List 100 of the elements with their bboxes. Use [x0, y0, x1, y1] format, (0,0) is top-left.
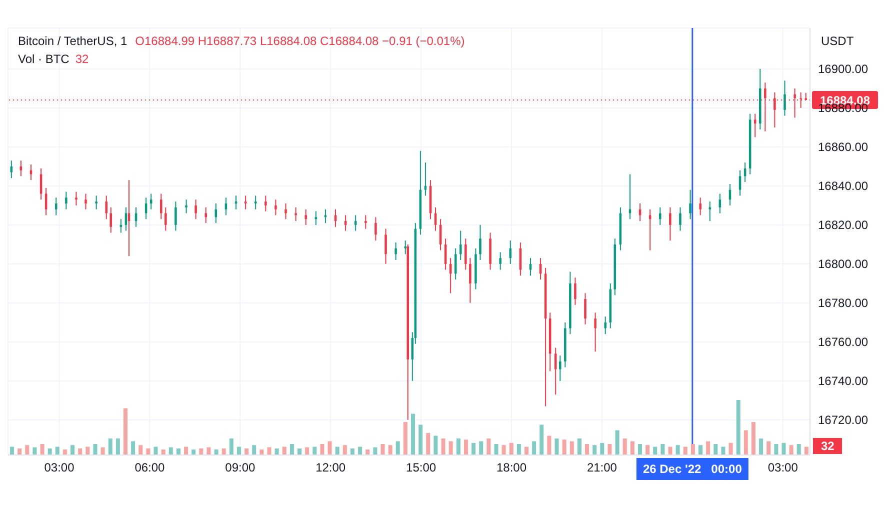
bar: [320, 444, 324, 455]
x-tick-label: 12:00: [316, 460, 346, 475]
candlestick: [584, 292, 586, 325]
bar: [10, 446, 14, 455]
bar: [312, 446, 317, 455]
bar: [40, 444, 44, 455]
bar: [660, 444, 665, 455]
bar: [585, 444, 590, 455]
bar: [146, 448, 150, 455]
annotation: 32: [75, 52, 89, 66]
bar: [131, 441, 136, 455]
bar: [100, 447, 105, 455]
bar: [434, 436, 438, 455]
candlestick: [460, 230, 462, 261]
bar: [199, 448, 204, 455]
bar: [222, 448, 226, 455]
bar: [638, 444, 642, 455]
bar: [804, 446, 808, 455]
bar: [789, 445, 794, 455]
bar: [123, 408, 128, 455]
bar: [244, 448, 249, 455]
bar: [698, 445, 703, 455]
bar: [744, 430, 748, 455]
y-tick-label: 16900.00: [818, 62, 868, 76]
bar: [298, 448, 302, 455]
candlestick: [10, 160, 13, 179]
bar: [274, 448, 279, 455]
chart-title: Vol · BTC: [18, 52, 70, 66]
bar: [161, 450, 166, 455]
candlestick: [559, 355, 562, 382]
x-tick-label: 06:00: [134, 460, 166, 475]
bar: [192, 450, 196, 455]
candlestick: [110, 206, 112, 234]
bar: [252, 445, 256, 455]
bar: [282, 446, 286, 455]
bar: [267, 447, 272, 455]
y-tick-label: 16780.00: [818, 296, 868, 310]
bar: [562, 440, 566, 455]
candlestick: [464, 238, 467, 270]
bar: [600, 442, 604, 455]
candlestick: [529, 258, 532, 276]
bar: [577, 438, 582, 455]
candlestick: [274, 199, 277, 216]
bar: [486, 438, 491, 455]
candlestick: [708, 201, 712, 222]
candlestick: [284, 202, 287, 220]
bar: [592, 445, 597, 455]
candlestick: [669, 206, 672, 242]
bar: [388, 445, 392, 455]
bar: [532, 441, 536, 455]
bar: [418, 424, 423, 455]
y-tick-label: 16840.00: [818, 179, 868, 194]
candlestick: [134, 206, 138, 228]
candlestick: [594, 312, 596, 352]
x-tick-label: 15:00: [406, 460, 436, 475]
candlestick: [128, 180, 130, 257]
candlestick: [150, 193, 152, 210]
candlestick: [160, 193, 162, 220]
candlestick: [574, 277, 576, 306]
bar: [328, 441, 332, 455]
x-tick-label: 18:00: [496, 460, 527, 475]
bar: [796, 444, 801, 455]
bar: [350, 448, 354, 455]
candlestick: [44, 187, 48, 216]
candlestick: [194, 199, 197, 220]
bar: [236, 446, 241, 455]
bar: [524, 446, 528, 455]
bar: [653, 446, 658, 455]
bar: [479, 441, 484, 455]
candlestick: [689, 189, 692, 220]
bar: [608, 444, 612, 455]
candlestick: [424, 162, 427, 196]
bar: [706, 441, 710, 455]
candlestick: [95, 195, 98, 210]
bar: [229, 438, 234, 455]
bar: [464, 440, 468, 455]
y-tick-label: 16720.00: [818, 413, 868, 428]
bar: [714, 444, 718, 455]
bar: [116, 438, 120, 455]
bar: [721, 446, 726, 455]
candlestick: [718, 193, 722, 214]
candlestick: [479, 224, 482, 261]
bar: [358, 446, 362, 455]
bar: [615, 430, 620, 455]
bar: [396, 441, 400, 455]
text: O16884.99 H16887.73 L16884.08 C16884.08 −0.91 (−0.01%): [135, 34, 465, 48]
bar: [540, 424, 544, 455]
candlestick: [699, 197, 702, 216]
bar: [138, 445, 143, 455]
candlestick: [294, 206, 297, 222]
bar: [646, 445, 650, 455]
bar: [502, 445, 506, 455]
bar: [472, 442, 476, 455]
candlestick: [334, 208, 337, 228]
candlestick: [434, 206, 437, 232]
bar: [509, 442, 514, 455]
bar: [32, 447, 37, 455]
bar: [184, 446, 188, 455]
bar: [290, 444, 294, 455]
candlestick: [394, 242, 397, 261]
